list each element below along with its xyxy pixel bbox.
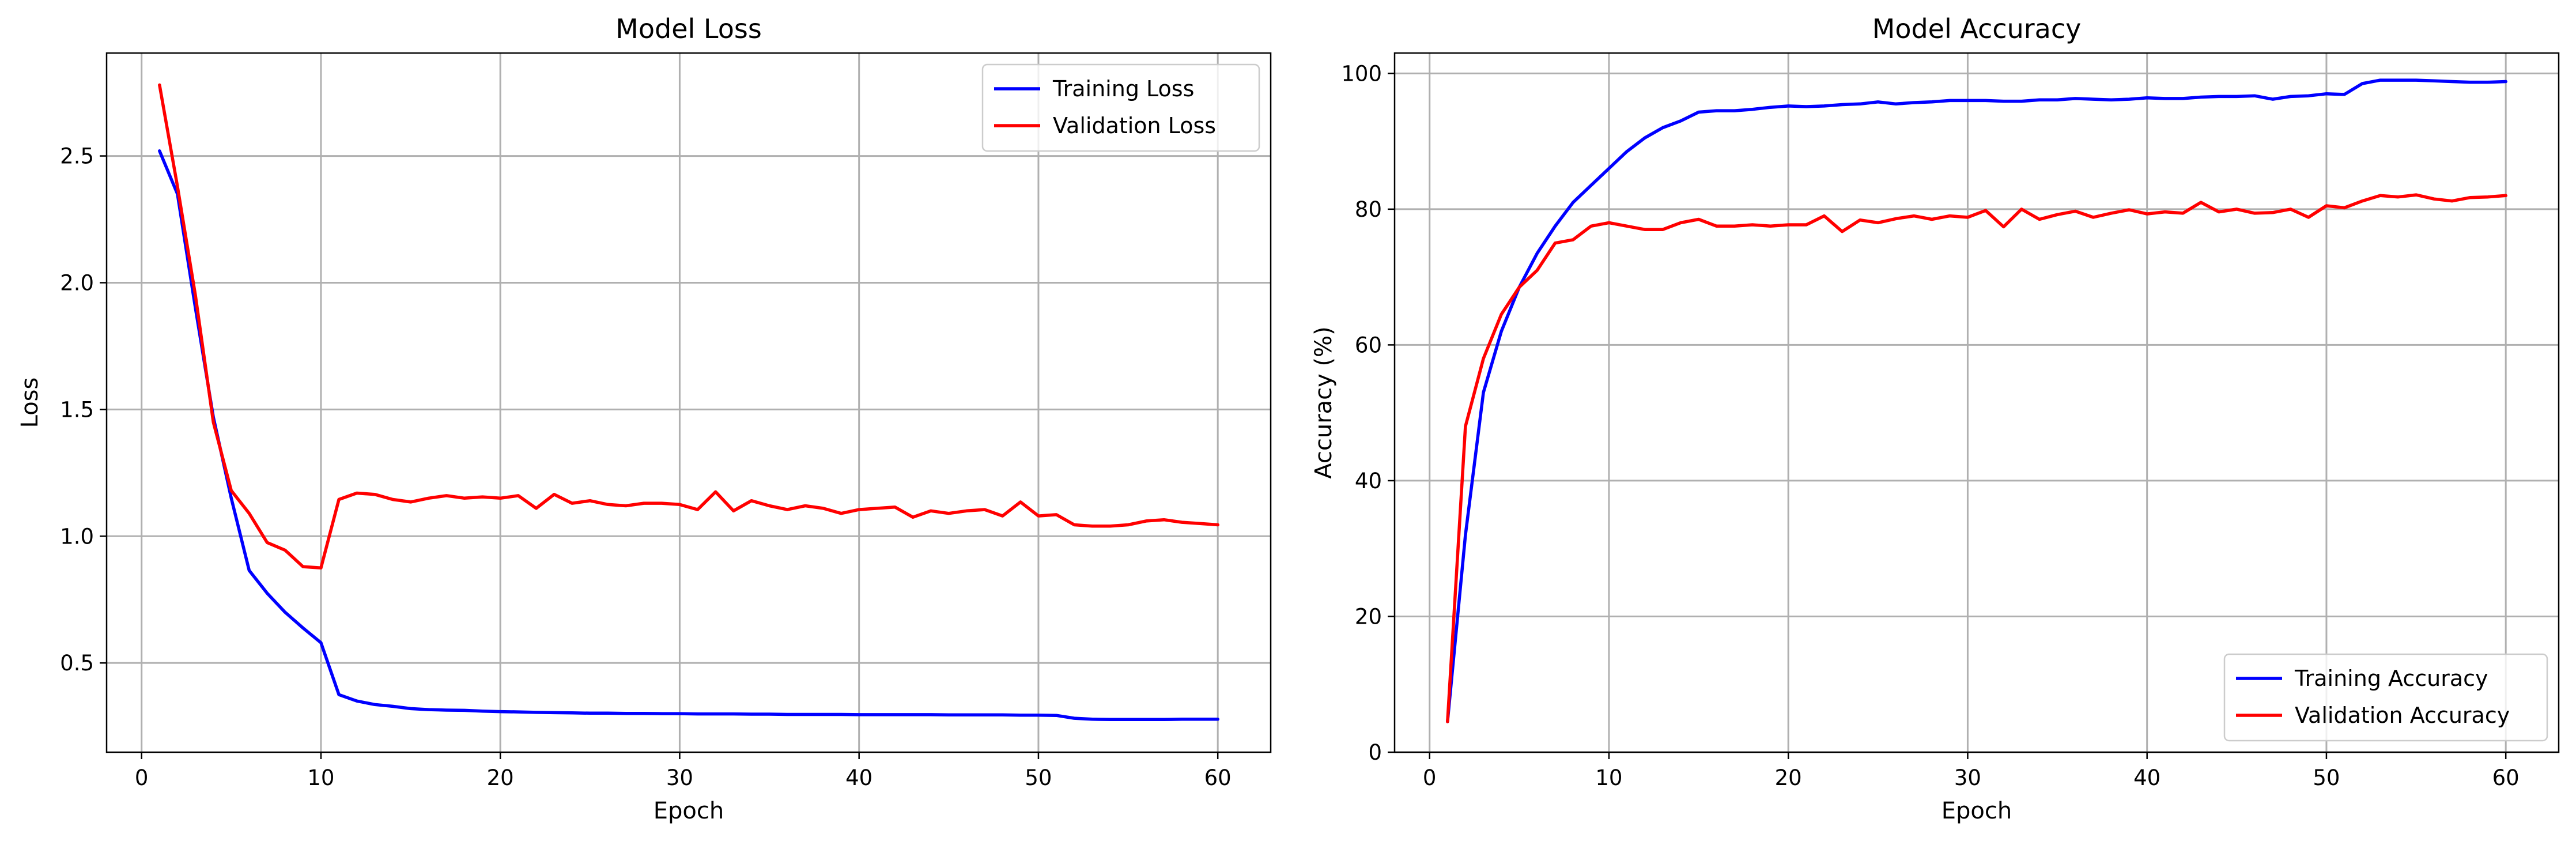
legend: Training Loss Validation Loss (981, 63, 1260, 152)
legend: Training Accuracy Validation Accuracy (2223, 653, 2548, 742)
y-tick-label: 0 (1368, 740, 1382, 765)
series-line-training-accuracy (1446, 78, 2507, 723)
y-tick-label: 0.5 (60, 651, 94, 676)
x-tick-label: 10 (307, 765, 334, 790)
plot-area-frame (105, 52, 1272, 753)
y-tick-label: 20 (1355, 604, 1382, 629)
series-line-validation-accuracy (1446, 193, 2507, 723)
y-axis-label: Accuracy (%) (1310, 326, 1337, 479)
y-tick-label: 2.0 (60, 270, 94, 295)
x-tick-label: 0 (1423, 765, 1437, 790)
x-tick-label: 30 (1954, 765, 1981, 790)
plot-area-frame (1393, 52, 2560, 753)
series-line-validation-loss (158, 83, 1219, 570)
y-tick-label: 40 (1355, 469, 1382, 493)
legend-box (2223, 653, 2548, 742)
series-line-training-loss (158, 149, 1219, 722)
x-tick-label: 40 (2133, 765, 2160, 790)
x-tick-label: 60 (1204, 765, 1232, 790)
x-tick-label: 40 (845, 765, 872, 790)
y-tick-label: 100 (1341, 61, 1382, 86)
chart-title: Model Loss (615, 13, 762, 44)
accuracy-chart-panel: 0 10 20 30 40 50 60 0 20 40 60 80 100 Model Accuracy E… (1310, 13, 2560, 824)
x-tick-label: 0 (135, 765, 149, 790)
y-tick-label: 2.5 (60, 144, 94, 169)
x-tick-label: 50 (1025, 765, 1052, 790)
x-axis-label: Epoch (654, 798, 724, 824)
legend-box (981, 63, 1260, 152)
legend-label: Validation Accuracy (2295, 703, 2510, 728)
loss-chart-panel: 0 10 20 30 40 50 60 0.5 1.0 1.5 2.0 2.5 Model Loss Ep… (17, 13, 1272, 824)
x-tick-label: 60 (2492, 765, 2520, 790)
legend-label: Validation Loss (1053, 113, 1216, 138)
y-tick-label: 1.5 (60, 397, 94, 422)
x-tick-label: 10 (1595, 765, 1622, 790)
y-tick-label: 80 (1355, 197, 1382, 222)
y-tick-label: 1.0 (60, 524, 94, 549)
x-axis-label: Epoch (1942, 798, 2012, 824)
legend-label: Training Accuracy (2294, 666, 2488, 691)
chart-title: Model Accuracy (1872, 13, 2082, 44)
x-tick-label: 30 (666, 765, 693, 790)
legend-label: Training Loss (1052, 76, 1194, 101)
x-tick-label: 20 (1775, 765, 1802, 790)
y-axis-label: Loss (17, 378, 43, 428)
x-tick-label: 50 (2313, 765, 2340, 790)
x-tick-label: 20 (487, 765, 514, 790)
y-tick-label: 60 (1355, 333, 1382, 357)
